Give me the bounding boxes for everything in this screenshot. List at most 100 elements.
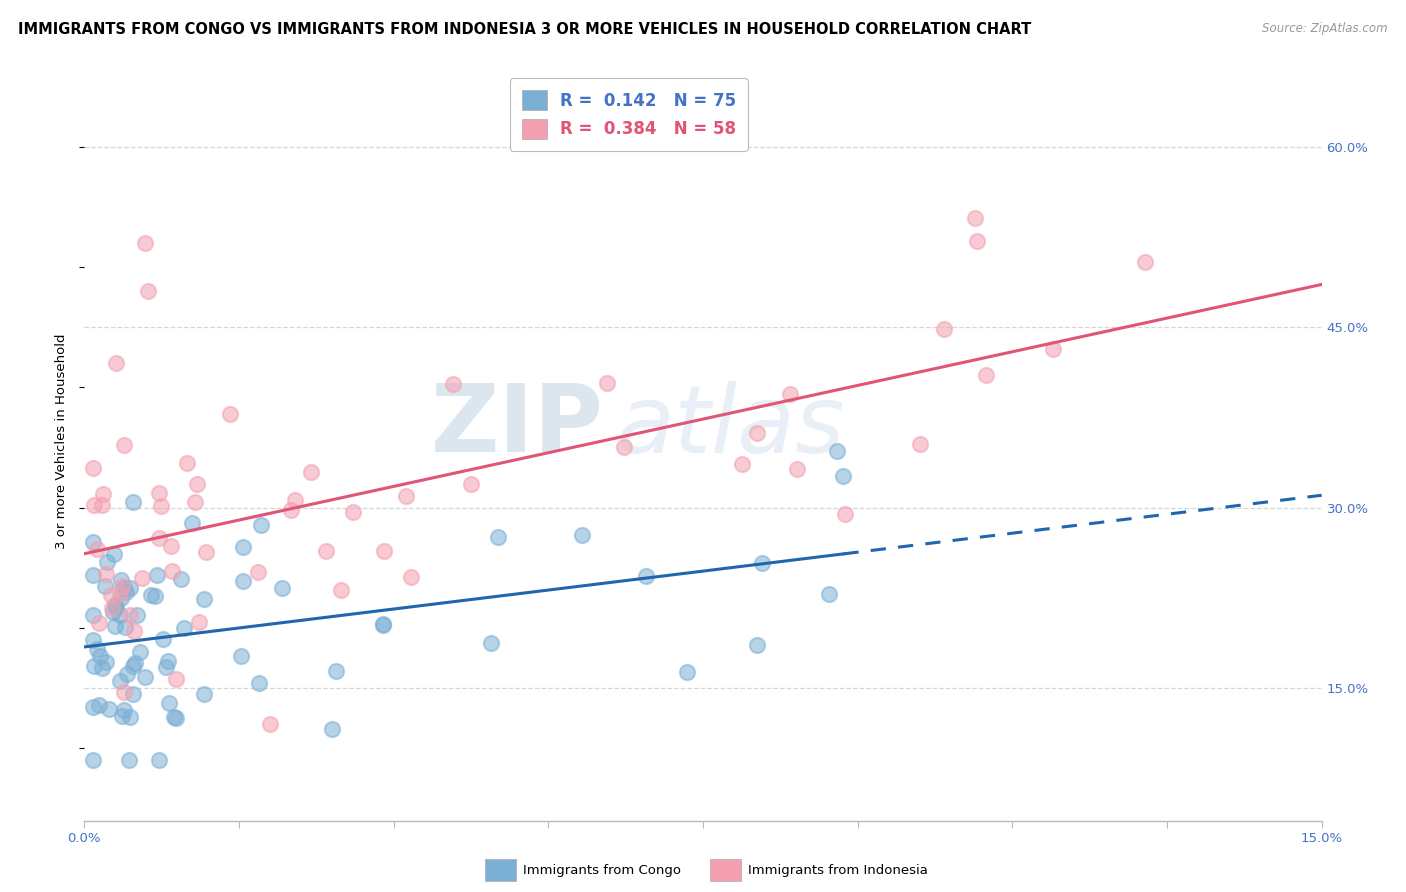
Point [105, 599, 128, 614]
Point [89, 698, 111, 712]
Point [143, 589, 166, 603]
Point [250, 517, 273, 532]
Point [100, 588, 122, 602]
Point [110, 573, 132, 587]
Point [83, 498, 105, 512]
Point [284, 492, 307, 507]
Point [104, 619, 127, 633]
Point [91, 498, 114, 512]
Point [259, 717, 281, 731]
Point [134, 670, 156, 684]
Point [134, 235, 156, 250]
Point [193, 591, 215, 606]
Point [108, 608, 131, 623]
Point [118, 607, 141, 622]
Point [229, 649, 252, 664]
Point [271, 581, 294, 595]
Point [342, 506, 364, 520]
Point [460, 477, 482, 491]
Point [676, 665, 699, 679]
Point [139, 589, 162, 603]
Point [131, 571, 153, 585]
Point [157, 696, 180, 710]
Point [966, 234, 988, 248]
Point [745, 639, 768, 653]
Point [104, 598, 127, 612]
Point [94, 655, 117, 669]
Point [1042, 343, 1064, 357]
Point [112, 581, 135, 595]
Point [86, 541, 108, 556]
Point [82, 632, 104, 647]
Point [82, 567, 104, 582]
Point [825, 444, 848, 458]
Point [786, 462, 808, 476]
Point [122, 624, 145, 638]
Point [974, 368, 997, 383]
Point [149, 499, 172, 513]
Point [120, 710, 142, 724]
Point [162, 565, 184, 579]
Point [832, 468, 855, 483]
Point [148, 486, 170, 500]
Point [247, 676, 270, 690]
Text: atlas: atlas [616, 381, 845, 472]
Point [108, 674, 131, 689]
Point [751, 557, 773, 571]
Point [173, 621, 195, 635]
Point [1135, 254, 1157, 268]
Point [834, 507, 856, 521]
Point [395, 489, 418, 503]
Point [87, 616, 110, 631]
Point [188, 615, 211, 630]
Point [122, 495, 145, 509]
Point [115, 666, 138, 681]
Point [103, 547, 125, 561]
Point [129, 644, 152, 658]
Point [155, 660, 177, 674]
Point [104, 356, 127, 370]
Point [96, 567, 118, 582]
Point [82, 699, 104, 714]
Point [745, 426, 768, 441]
Point [160, 539, 183, 553]
Point [315, 544, 337, 558]
Point [114, 620, 136, 634]
Point [101, 600, 124, 615]
Point [613, 440, 636, 454]
Point [246, 565, 269, 579]
Point [634, 568, 657, 582]
Point [176, 456, 198, 470]
Point [180, 516, 202, 531]
Point [183, 495, 205, 509]
Point [486, 530, 509, 544]
Point [111, 708, 134, 723]
Point [152, 632, 174, 646]
Point [112, 438, 135, 452]
Point [373, 617, 395, 632]
Point [82, 535, 104, 549]
Point [124, 656, 146, 670]
Point [148, 531, 170, 545]
Point [122, 687, 145, 701]
Point [98, 702, 121, 716]
Point [101, 605, 124, 619]
Point [321, 722, 343, 736]
Y-axis label: 3 or more Vehicles in Household: 3 or more Vehicles in Household [55, 334, 69, 549]
Point [112, 703, 135, 717]
Text: IMMIGRANTS FROM CONGO VS IMMIGRANTS FROM INDONESIA 3 OR MORE VEHICLES IN HOUSEHO: IMMIGRANTS FROM CONGO VS IMMIGRANTS FROM… [18, 22, 1032, 37]
Point [399, 570, 422, 584]
Point [186, 476, 208, 491]
Point [118, 754, 141, 768]
Point [125, 608, 148, 623]
Point [89, 649, 111, 664]
Point [83, 658, 105, 673]
Point [170, 573, 193, 587]
Point [90, 660, 112, 674]
Point [373, 616, 395, 631]
Point [86, 642, 108, 657]
Point [82, 461, 104, 475]
Point [122, 659, 145, 673]
Text: Source: ZipAtlas.com: Source: ZipAtlas.com [1263, 22, 1388, 36]
Text: Immigrants from Indonesia: Immigrants from Indonesia [748, 863, 928, 877]
